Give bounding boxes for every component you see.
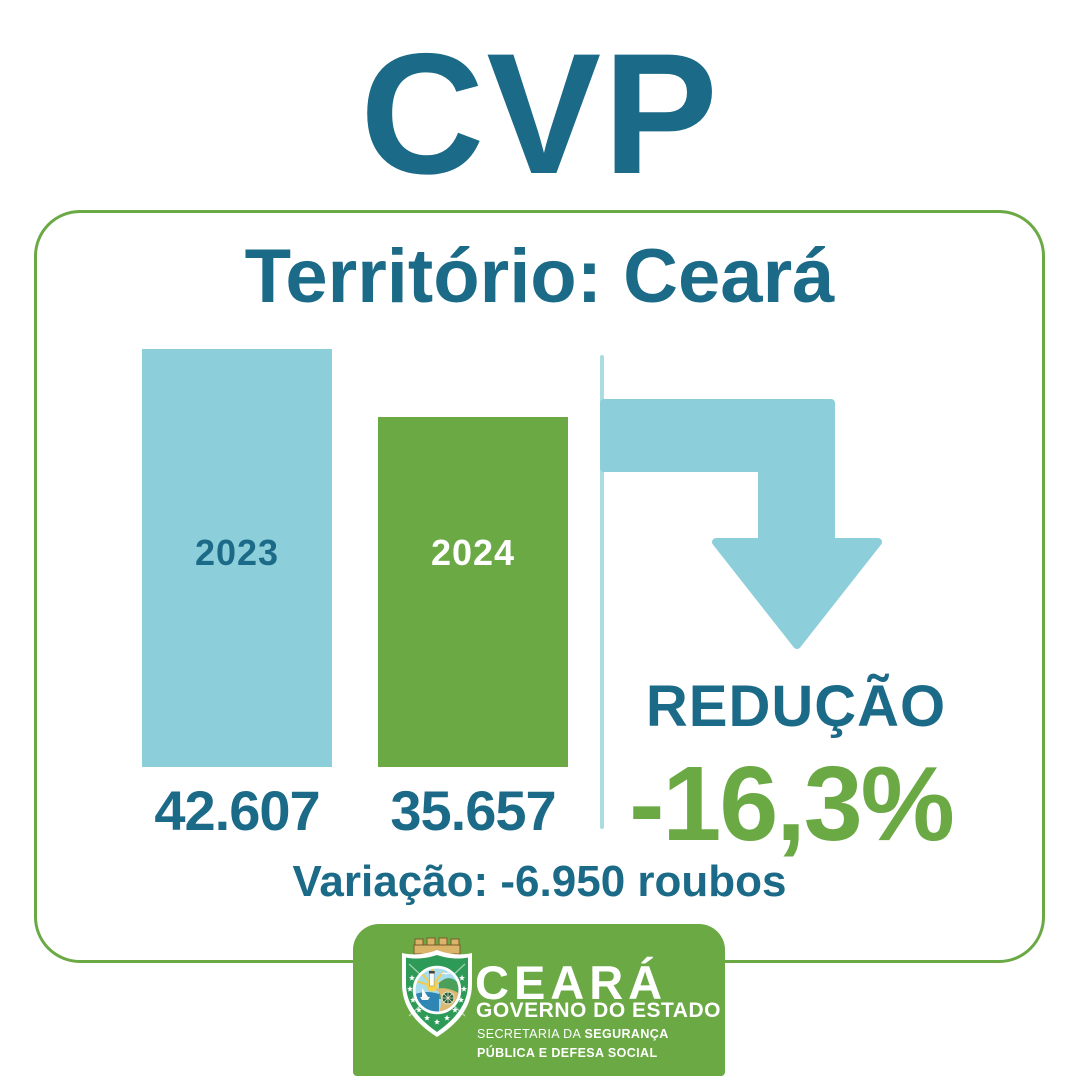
bar-2023 [142, 349, 332, 767]
badge-secretariat-line1: SECRETARIA DA SEGURANÇA [477, 1027, 669, 1041]
government-badge: CEARÁ GOVERNO DO ESTADO SECRETARIA DA SE… [353, 924, 725, 1076]
variation-text: Variação: -6.950 roubos [292, 857, 787, 906]
bar-value-2024: 35.657 [390, 779, 556, 842]
page-title: CVP [360, 18, 720, 210]
territory-heading: Território: Ceará [244, 234, 835, 319]
reduction-value: -16,3% [629, 745, 955, 863]
stats-card: Território: Ceará 2023 2024 42.607 35.65… [34, 210, 1045, 963]
badge-government-label: GOVERNO DO ESTADO [476, 999, 721, 1022]
reduction-label: REDUÇÃO [645, 674, 947, 739]
bar-2024 [378, 417, 568, 767]
badge-state-name: CEARÁ [475, 956, 668, 1009]
bar-label-2023: 2023 [194, 532, 280, 573]
bar-label-2024: 2024 [430, 532, 516, 573]
badge-secretariat-line2: PÚBLICA E DEFESA SOCIAL [477, 1045, 658, 1060]
ceara-state-coat-of-arms-icon [402, 937, 472, 1037]
bar-value-2023: 42.607 [154, 779, 320, 842]
badge-secretariat-text: SECRETARIA DA SEGURANÇA PÚBLICA E DEFESA… [477, 1025, 669, 1063]
